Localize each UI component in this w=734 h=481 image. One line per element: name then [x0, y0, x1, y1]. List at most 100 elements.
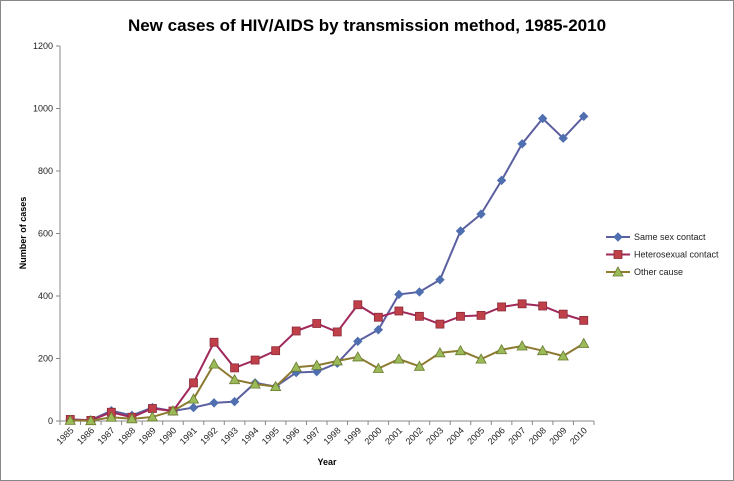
data-point [413, 360, 426, 371]
data-point [476, 209, 486, 219]
data-point [331, 355, 343, 366]
data-point [187, 393, 200, 404]
x-tick-label: 1998 [321, 425, 342, 446]
x-tick-label: 1990 [157, 425, 178, 446]
data-point [414, 287, 425, 297]
data-point [435, 275, 445, 285]
x-tick-label: 2006 [486, 425, 507, 446]
data-point [353, 336, 363, 347]
x-axis-label: Year [317, 457, 337, 467]
data-point [290, 361, 302, 372]
data-point [230, 363, 239, 373]
data-point [516, 340, 528, 351]
data-point [249, 378, 261, 389]
data-point [105, 411, 118, 422]
data-point [537, 113, 548, 124]
y-tick-label: 800 [38, 166, 53, 176]
data-point [558, 133, 568, 143]
data-point [538, 301, 548, 311]
data-point [126, 412, 138, 424]
x-tick-label: 1999 [342, 425, 363, 446]
series-diamond [65, 111, 589, 425]
legend-marker [613, 250, 623, 259]
data-point [517, 299, 527, 309]
series-line [70, 115, 585, 422]
x-tick-label: 1985 [54, 425, 75, 446]
chart-title: New cases of HIV/AIDS by transmission me… [128, 16, 606, 35]
data-point [64, 414, 76, 425]
data-point [311, 359, 323, 370]
data-point [557, 350, 569, 361]
data-point [495, 343, 508, 355]
y-tick-label: 600 [38, 229, 53, 239]
x-tick-label: 1989 [137, 425, 158, 446]
x-tick-label: 1995 [260, 425, 281, 446]
data-point [209, 337, 219, 347]
x-tick-label: 2000 [363, 425, 384, 446]
data-point [291, 326, 301, 336]
x-tick-label: 2001 [383, 425, 404, 446]
x-tick-label: 1992 [198, 425, 219, 446]
x-tick-label: 2003 [424, 425, 445, 446]
data-point [229, 396, 240, 407]
data-point [353, 300, 363, 310]
y-tick-label: 1200 [33, 41, 53, 51]
series-square [65, 299, 589, 425]
y-axis-label: Number of cases [18, 197, 28, 270]
x-tick-label: 1997 [301, 425, 322, 446]
series-line [70, 302, 585, 422]
y-tick-label: 1000 [33, 104, 53, 114]
data-point [271, 346, 281, 356]
data-point [208, 358, 220, 369]
x-tick-label: 1991 [178, 425, 199, 446]
data-point [454, 344, 467, 356]
data-point [415, 311, 424, 321]
data-point [393, 353, 405, 364]
x-tick-label: 2009 [547, 425, 568, 446]
legend-item: Other cause [606, 266, 683, 277]
data-point [558, 309, 568, 319]
series-triangle [64, 337, 590, 426]
data-point [476, 310, 486, 320]
data-point [497, 302, 506, 312]
x-tick-label: 1988 [116, 425, 137, 446]
x-tick-label: 1993 [219, 425, 240, 446]
x-tick-label: 1987 [96, 425, 117, 446]
legend-item: Heterosexual contact [606, 250, 719, 260]
data-point [209, 398, 219, 408]
y-tick-label: 0 [48, 416, 53, 426]
data-point [312, 319, 322, 328]
data-point [373, 325, 384, 335]
data-point [332, 327, 342, 337]
data-point [536, 344, 549, 356]
data-point [579, 315, 589, 325]
data-point [579, 111, 589, 122]
x-tick-label: 2002 [404, 425, 425, 446]
data-point [578, 337, 590, 348]
data-point [352, 351, 364, 362]
data-point [456, 311, 465, 321]
y-tick-label: 400 [38, 291, 53, 301]
legend-label: Same sex contact [634, 232, 706, 242]
legend-label: Other cause [634, 267, 683, 277]
legend-marker [612, 266, 624, 277]
data-point [250, 355, 260, 365]
x-tick-label: 2008 [527, 425, 548, 446]
data-point [228, 373, 241, 385]
data-point [434, 347, 446, 358]
x-tick-label: 1996 [280, 425, 301, 446]
y-tick-label: 200 [38, 354, 53, 364]
data-point [496, 175, 507, 186]
data-point [85, 414, 97, 426]
x-tick-label: 1994 [239, 425, 260, 446]
data-point [167, 405, 179, 416]
data-point [455, 226, 466, 236]
data-point [188, 402, 199, 413]
x-tick-label: 1986 [75, 425, 96, 446]
data-point [372, 362, 385, 373]
data-point [394, 306, 404, 316]
x-tick-label: 2007 [506, 425, 527, 446]
data-point [189, 378, 198, 388]
data-point [269, 380, 282, 392]
